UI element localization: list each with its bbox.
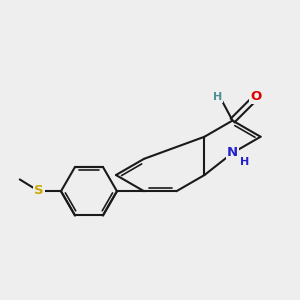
Text: N: N bbox=[227, 146, 238, 159]
Text: H: H bbox=[213, 92, 222, 102]
Text: H: H bbox=[240, 157, 250, 167]
Text: S: S bbox=[34, 184, 44, 197]
Text: O: O bbox=[250, 90, 262, 103]
